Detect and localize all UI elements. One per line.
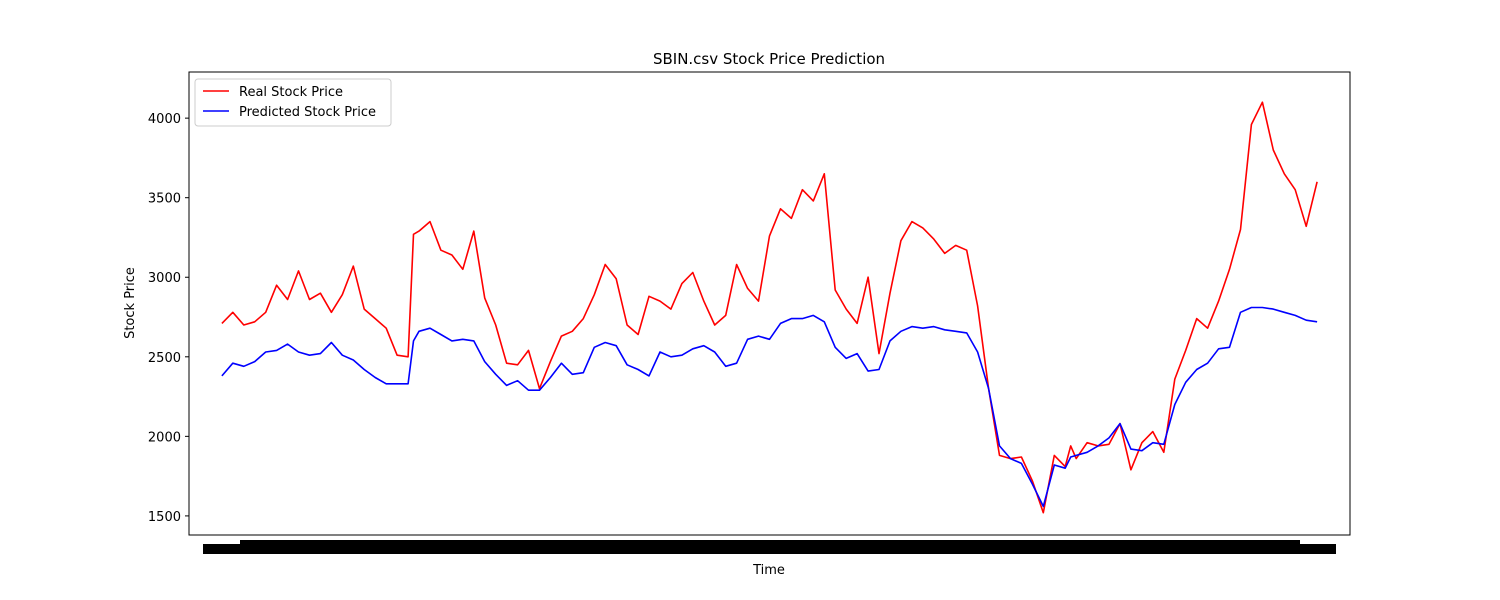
chart-title: SBIN.csv Stock Price Prediction	[653, 50, 885, 68]
legend-label-predicted: Predicted Stock Price	[239, 105, 376, 120]
legend-label-real: Real Stock Price	[239, 85, 343, 100]
y-axis-label: Stock Price	[123, 267, 138, 339]
y-tick-label: 1500	[148, 510, 181, 525]
x-tick-labels-overlap	[240, 540, 1300, 554]
plot-frame	[188, 71, 1351, 536]
x-axis	[203, 540, 1336, 554]
x-axis-label: Time	[752, 563, 785, 578]
y-tick-label: 4000	[148, 112, 181, 127]
series-line-predicted	[221, 306, 1318, 508]
x-tick-labels-overlap-left	[203, 544, 243, 554]
y-axis: 1500 2000 2500 3000 3500 4000	[148, 112, 189, 525]
y-tick-label: 3500	[148, 192, 181, 207]
series-line-real	[221, 101, 1318, 514]
y-tick-label: 2500	[148, 351, 181, 366]
plot-area	[221, 101, 1318, 514]
legend: Real Stock Price Predicted Stock Price	[194, 78, 392, 127]
x-tick-labels-overlap-right	[1298, 544, 1336, 554]
y-tick-label: 2000	[148, 430, 181, 445]
legend-box	[194, 78, 392, 127]
y-tick-label: 3000	[148, 271, 181, 286]
